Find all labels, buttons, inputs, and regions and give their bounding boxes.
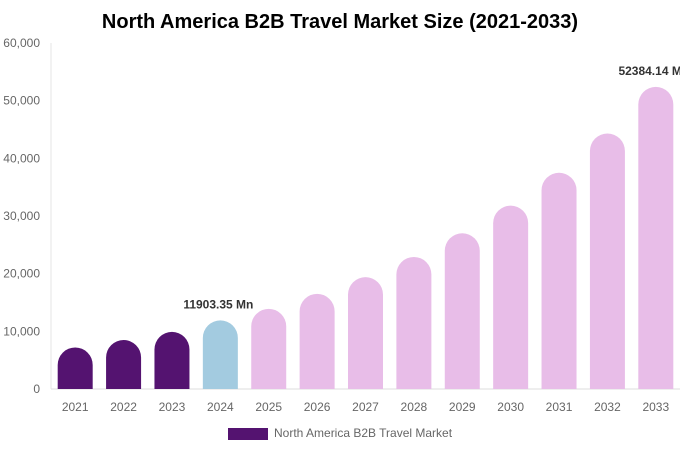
x-tick-label: 2021 [62,400,89,414]
x-tick-label: 2024 [207,400,234,414]
y-tick-label: 40,000 [3,151,40,165]
data-label: 11903.35 Mn [183,297,253,311]
bar-2026[interactable] [299,293,335,389]
bar-2028[interactable] [396,256,432,389]
bar-2030[interactable] [493,205,529,389]
legend-swatch [228,428,268,440]
legend-label: North America B2B Travel Market [274,426,453,440]
chart-title: North America B2B Travel Market Size (20… [102,11,578,33]
x-tick-label: 2032 [594,400,621,414]
annotations: 11903.35 Mn 52384.14 Mn [183,64,680,311]
x-tick-label: 2031 [546,400,573,414]
y-tick-label: 0 [33,382,40,396]
y-tick-label: 10,000 [3,324,40,338]
legend[interactable]: North America B2B Travel Market [228,426,453,440]
bar-2031[interactable] [541,172,577,389]
bar-2025[interactable] [251,308,287,389]
x-tick-label: 2023 [159,400,186,414]
x-tick-label: 2029 [449,400,476,414]
data-label: 52384.14 Mn [618,64,680,78]
x-tick-label: 2027 [352,400,379,414]
x-tick-label: 2025 [255,400,282,414]
x-tick-label: 2026 [304,400,331,414]
bar-2027[interactable] [348,277,383,389]
bar-2032[interactable] [589,133,625,389]
y-tick-label: 30,000 [3,209,40,223]
y-axis: 0 10,000 20,000 30,000 40,000 50,000 60,000 [3,36,680,396]
bar-2021[interactable] [57,347,93,389]
x-tick-label: 2028 [401,400,428,414]
bars [57,86,674,390]
x-tick-label: 2022 [110,400,137,414]
y-tick-label: 60,000 [3,36,40,50]
bar-2033[interactable] [638,86,674,390]
x-tick-label: 2033 [642,400,669,414]
y-tick-label: 20,000 [3,267,40,281]
x-axis: 2021 2022 2023 2024 2025 2026 2027 2028 2029 2030… [62,400,670,414]
y-tick-label: 50,000 [3,94,40,108]
bar-2023[interactable] [154,331,190,389]
bar-2022[interactable] [106,339,142,389]
bar-2029[interactable] [444,233,480,389]
x-tick-label: 2030 [497,400,524,414]
bar-2024[interactable] [202,320,238,389]
